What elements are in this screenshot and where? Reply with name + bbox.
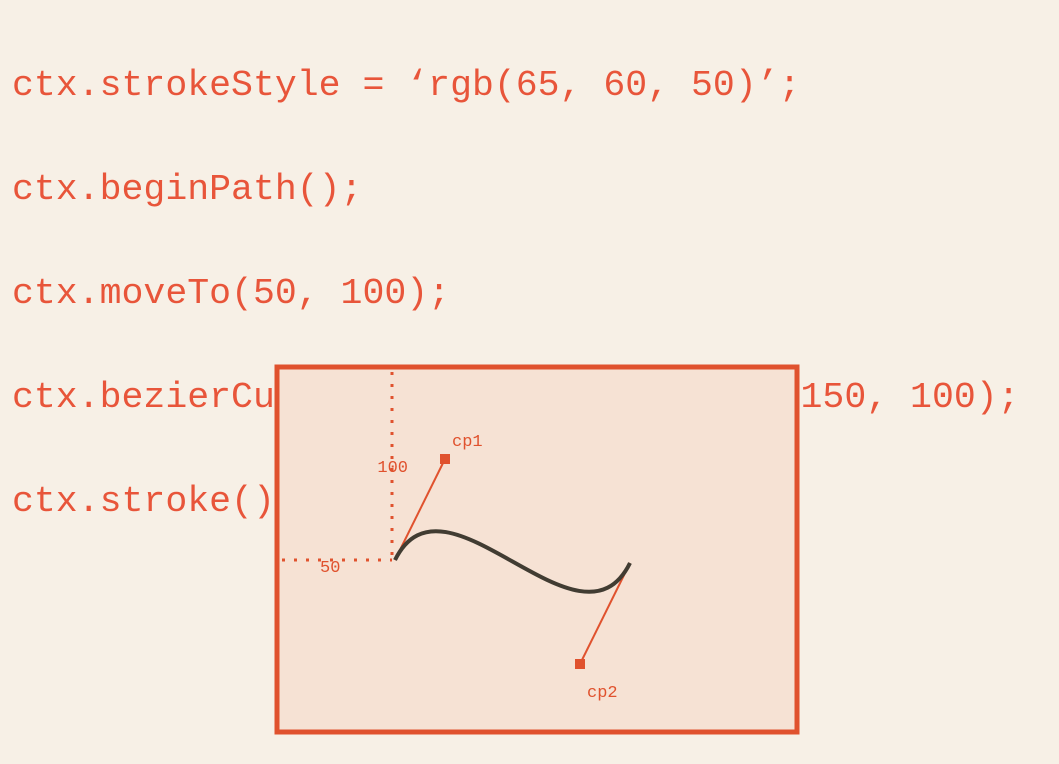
- code-line: ctx.strokeStyle = ‘rgb(65, 60, 50)’;: [12, 65, 801, 106]
- x-label: 50: [320, 559, 340, 578]
- cp1-point: [440, 454, 450, 464]
- code-line: ctx.stroke();: [12, 481, 297, 522]
- cp2-handle: [579, 562, 631, 665]
- cp2-label: cp2: [587, 684, 618, 703]
- cp1-label: cp1: [452, 433, 483, 452]
- y-label: 100: [377, 459, 408, 478]
- code-block: ctx.strokeStyle = ‘rgb(65, 60, 50)’; ctx…: [12, 8, 1020, 580]
- canvas-frame: [274, 364, 800, 735]
- cp2-point: [575, 659, 585, 669]
- bezier-curve: [393, 529, 632, 594]
- code-line: ctx.beginPath();: [12, 169, 363, 210]
- code-line: ctx.moveTo(50, 100);: [12, 273, 451, 314]
- cp1-handle: [394, 458, 446, 561]
